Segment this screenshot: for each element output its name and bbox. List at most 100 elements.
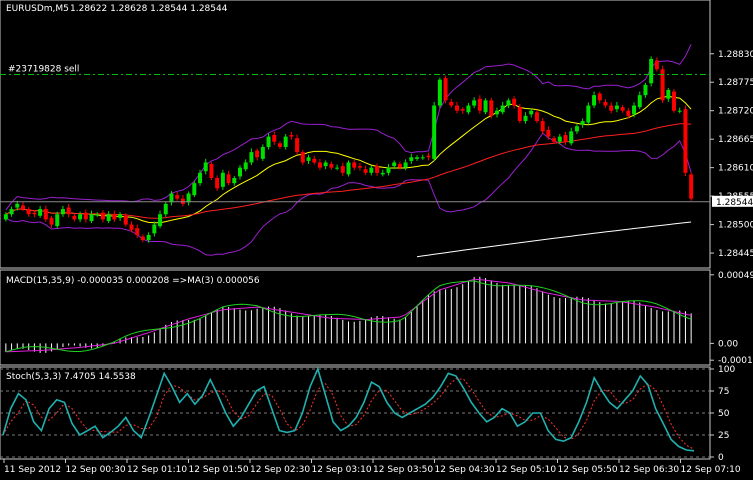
- candle-body: [135, 228, 140, 235]
- candle-body: [534, 112, 539, 122]
- candle-body: [198, 172, 203, 184]
- candle-body: [677, 110, 682, 112]
- stoch-lines: [2, 366, 695, 452]
- candle-body: [169, 193, 174, 203]
- candle-body: [603, 101, 608, 106]
- candle-body: [586, 105, 591, 123]
- candle-body: [340, 166, 345, 173]
- price-tick-label: 1.28830: [718, 50, 753, 60]
- candle-body: [506, 100, 511, 106]
- candle-body: [557, 136, 562, 142]
- candle-body: [546, 129, 551, 137]
- time-tick-label: 12 Sep 02:30: [250, 465, 310, 475]
- candle-body: [266, 136, 271, 147]
- candle-body: [43, 209, 48, 220]
- candle-body: [689, 174, 694, 199]
- candle-body: [666, 90, 671, 99]
- stoch-main-line: [2, 366, 695, 452]
- price-tick-label: 1.28775: [718, 78, 753, 88]
- candle-body: [637, 95, 642, 108]
- candle-body: [163, 203, 168, 215]
- candle-body: [580, 121, 585, 125]
- candle-body: [466, 105, 471, 113]
- candle-body: [672, 91, 677, 111]
- candle-body: [300, 152, 305, 163]
- price-tick-label: 1.28445: [718, 249, 753, 259]
- macd-title: MACD(15,35,9) -0.000035 0.000208 =>MA(3)…: [6, 276, 260, 286]
- current-price-label: 1.28544: [716, 198, 753, 208]
- candle-body: [237, 167, 242, 177]
- candle-body: [403, 162, 408, 168]
- price-pane-border: [0, 0, 711, 269]
- candle-body: [49, 217, 54, 225]
- macd-ma-line: [5, 280, 692, 353]
- candle-body: [123, 215, 128, 225]
- stoch-tick-label: 0: [718, 453, 724, 463]
- long-ma: [416, 221, 692, 258]
- candle-body: [152, 224, 157, 234]
- current-price-box: [712, 195, 753, 207]
- candle-body: [432, 105, 437, 159]
- candle-body: [529, 110, 534, 115]
- macd-signal-line: [5, 278, 692, 353]
- candle-body: [626, 110, 631, 116]
- candle-body: [312, 158, 317, 163]
- candle-body: [632, 105, 637, 115]
- candle-body: [306, 157, 311, 161]
- stoch-pane[interactable]: Stoch(5,3,3) 7.4705 14.5538: [0, 366, 711, 460]
- candle-body: [409, 157, 414, 161]
- candle-body: [335, 167, 340, 169]
- candle-body: [380, 172, 385, 175]
- candle-body: [346, 162, 351, 175]
- candle-body: [106, 214, 111, 221]
- candle-body: [289, 135, 294, 137]
- candle-body: [660, 69, 665, 101]
- time-axis[interactable]: 11 Sep 2012 12 Sep 00:30 12 Sep 01:10 12 Se…: [3, 459, 741, 475]
- time-tick-label: 11 Sep 2012: [4, 465, 61, 475]
- candle-body: [129, 224, 134, 230]
- price-pane[interactable]: #23719828 sell EURUSDm,M5 1.28622 1.2862…: [0, 0, 711, 269]
- candle-body: [643, 84, 648, 96]
- candle-body: [20, 205, 25, 210]
- time-tick-label: 12 Sep 01:10: [127, 465, 187, 475]
- candle-body: [357, 166, 362, 168]
- stoch-grid: [0, 368, 710, 458]
- candle-body: [614, 105, 619, 110]
- candle-body: [540, 121, 545, 132]
- candle-body: [552, 138, 557, 142]
- candle-body: [255, 150, 260, 158]
- price-tick-label: 1.28610: [718, 164, 753, 174]
- candle-body: [158, 214, 163, 227]
- macd-pane[interactable]: MACD(15,35,9) -0.000035 0.000208 =>MA(3)…: [0, 269, 711, 366]
- candle-body: [220, 172, 225, 187]
- candle-body: [386, 167, 391, 173]
- time-tick-label: 12 Sep 03:10: [312, 465, 372, 475]
- candle-body: [323, 162, 328, 167]
- price-tick-label: 1.28720: [718, 107, 753, 117]
- candle-body: [517, 107, 522, 122]
- time-tick-label: 12 Sep 06:30: [619, 465, 679, 475]
- macd-lines: [5, 278, 692, 353]
- candle-body: [78, 214, 83, 220]
- price-axis[interactable]: 1.28830 1.28775 1.28720 1.28665 1.28610 1.285…: [710, 50, 753, 259]
- ohlc-values: 1.28622 1.28628 1.28544 1.28544: [70, 4, 228, 14]
- candle-body: [620, 107, 625, 111]
- time-tick-label: 12 Sep 00:30: [66, 465, 126, 475]
- candle-body: [397, 164, 402, 168]
- macd-pane-border: [0, 269, 711, 366]
- candle-body: [472, 100, 477, 106]
- time-tick-label: 12 Sep 01:50: [189, 465, 249, 475]
- macd-histogram: [5, 276, 692, 353]
- candle-body: [118, 214, 123, 218]
- candle-body: [146, 234, 151, 241]
- candle-body: [277, 143, 282, 147]
- candle-body: [140, 236, 145, 241]
- candle-body: [563, 135, 568, 142]
- candle-body: [592, 95, 597, 106]
- candle-body: [609, 105, 614, 111]
- candle-body: [649, 58, 654, 84]
- candle-body: [232, 178, 237, 184]
- candle-body: [295, 138, 300, 153]
- candle-body: [392, 162, 397, 167]
